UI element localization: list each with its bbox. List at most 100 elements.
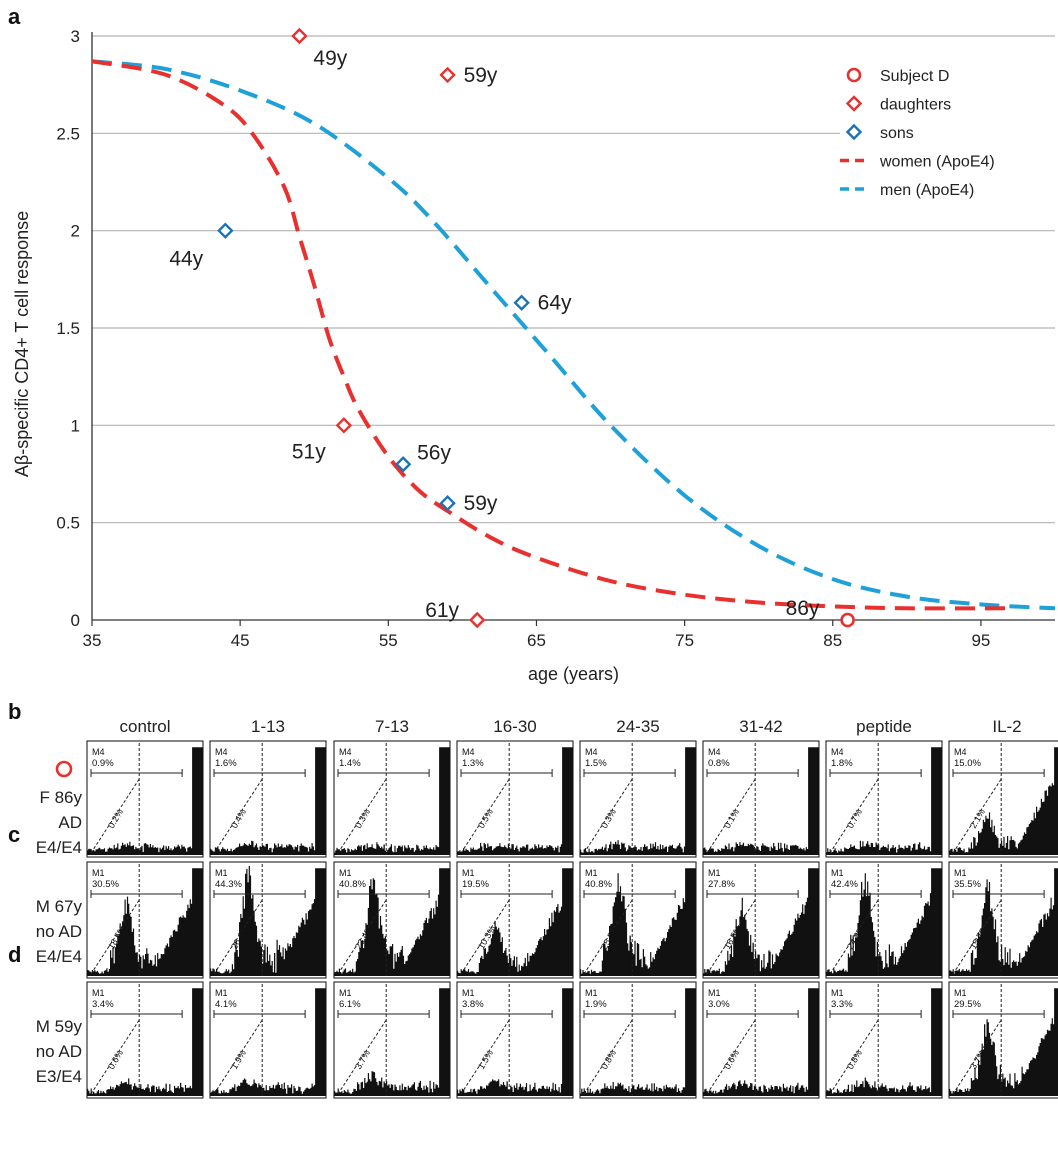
- histogram-frame: [209, 981, 327, 1099]
- gate-percentage: 3.3%: [831, 999, 853, 1010]
- panel-letter-c: c: [8, 822, 20, 847]
- histogram-bars: [210, 988, 326, 1096]
- gate-percentage: 1.6%: [215, 758, 237, 769]
- row-label-line: M 67y: [36, 897, 83, 916]
- legend-swatch-sons: [845, 123, 863, 141]
- histogram-bars: [87, 868, 203, 976]
- histogram-cell-b-control: M40.9%0.2%: [86, 740, 204, 858]
- legend-label-men-apoe4: men (ApoE4): [880, 182, 974, 199]
- point-sons: [439, 495, 456, 512]
- histogram-cell-d-7-13: M16.1%3.7%: [333, 981, 451, 1099]
- histogram-cell-b-peptide: M41.8%0.7%: [825, 740, 943, 858]
- histogram-frame: [702, 740, 820, 858]
- gate-name: M1: [954, 868, 967, 878]
- point-subject-d: [840, 612, 855, 628]
- gate-name: M4: [954, 747, 967, 757]
- histogram-cell-b-31-42: M40.8%0.1%: [702, 740, 820, 858]
- y-tick-label: 2: [71, 222, 80, 241]
- histogram-bars: [949, 747, 1058, 855]
- histogram-frame: [579, 981, 697, 1099]
- gate-name: M4: [215, 747, 228, 757]
- histogram-cell-d-control: M13.4%0.6%: [86, 981, 204, 1099]
- legend-swatch-subject-d: [846, 67, 862, 83]
- x-tick-label: 75: [675, 631, 694, 650]
- gate-percentage: 3.0%: [708, 999, 730, 1010]
- gate-percentage: 30.5%: [92, 879, 119, 890]
- gate-name: M1: [831, 988, 844, 998]
- gate-name: M1: [708, 988, 721, 998]
- row-label-line: no AD: [36, 1042, 82, 1061]
- gate-percentage: 0.8%: [708, 758, 730, 769]
- histogram-bars: [826, 868, 942, 976]
- panel-letter-a: a: [8, 4, 21, 29]
- gate-percentage: 3.4%: [92, 999, 114, 1010]
- point-sons: [217, 222, 234, 239]
- gate-name: M1: [339, 868, 352, 878]
- point-age-label: 64y: [538, 292, 572, 315]
- gate-percentage: 44.3%: [215, 879, 242, 890]
- histogram-frame: [86, 981, 204, 1099]
- histogram-bars: [210, 866, 326, 976]
- histogram-bars: [703, 868, 819, 976]
- x-tick-label: 65: [527, 631, 546, 650]
- gate-percentage: 27.8%: [708, 879, 735, 890]
- y-tick-label: 1: [71, 416, 80, 435]
- gate-name: M1: [585, 868, 598, 878]
- histogram-cell-d-24-35: M11.9%0.8%: [579, 981, 697, 1099]
- gate-name: M1: [954, 988, 967, 998]
- column-header-24-35: 24-35: [616, 717, 659, 736]
- gate-name: M4: [708, 747, 721, 757]
- gate-percentage: 0.9%: [92, 758, 114, 769]
- gate-name: M1: [92, 988, 105, 998]
- point-age-label: 59y: [464, 492, 498, 515]
- histogram-grid: control 1-13 7-13 16-30 24-35 31-42 peptide IL-…: [8, 699, 1058, 1099]
- gate-percentage: 1.5%: [585, 758, 607, 769]
- histogram-bars: [580, 868, 696, 976]
- point-age-label: 44y: [169, 248, 203, 271]
- column-header-peptide: peptide: [856, 717, 912, 736]
- histogram-cell-d-16-30: M13.8%1.5%: [456, 981, 574, 1099]
- histogram-frame: [579, 740, 697, 858]
- x-tick-label: 35: [83, 631, 102, 650]
- gate-percentage: 40.8%: [585, 879, 612, 890]
- histogram-cell-d-31-42: M13.0%0.6%: [702, 981, 820, 1099]
- gate-percentage: 42.4%: [831, 879, 858, 890]
- gate-percentage: 4.1%: [215, 999, 237, 1010]
- gate-percentage: 15.0%: [954, 758, 981, 769]
- histogram-bars: [457, 868, 573, 976]
- histogram-frame: [825, 740, 943, 858]
- gate-percentage: 1.9%: [585, 999, 607, 1010]
- gate-percentage: 6.1%: [339, 999, 361, 1010]
- column-header-il-2: IL-2: [992, 717, 1021, 736]
- point-age-label: 59y: [464, 64, 498, 87]
- x-tick-label: 95: [971, 631, 990, 650]
- point-age-label: 51y: [292, 440, 326, 463]
- gate-name: M1: [462, 868, 475, 878]
- gate-percentage: 35.5%: [954, 879, 981, 890]
- y-tick-label: 0.5: [56, 514, 80, 533]
- panel-a-scatter-chart: a 0 0.5 1 1.5 2 2.5 3 35 45 55 65 75 85 95 age (years) A…: [8, 4, 1056, 684]
- gate-name: M4: [92, 747, 105, 757]
- histogram-bars: [949, 868, 1058, 976]
- panel-letter-d: d: [8, 942, 21, 967]
- row-label-line: E4/E4: [36, 947, 82, 966]
- histogram-frame: [333, 740, 451, 858]
- gate-percentage: 40.8%: [339, 879, 366, 890]
- gate-name: M1: [215, 988, 228, 998]
- row-label-line: E4/E4: [36, 838, 82, 857]
- y-tick-label: 0: [71, 611, 80, 630]
- gate-name: M1: [215, 868, 228, 878]
- curve-men-apoe4: [91, 59, 1056, 611]
- x-tick-label: 55: [379, 631, 398, 650]
- x-tick-label: 85: [823, 631, 842, 650]
- gate-name: M4: [462, 747, 475, 757]
- column-header-16-30: 16-30: [493, 717, 536, 736]
- gate-percentage: 3.8%: [462, 999, 484, 1010]
